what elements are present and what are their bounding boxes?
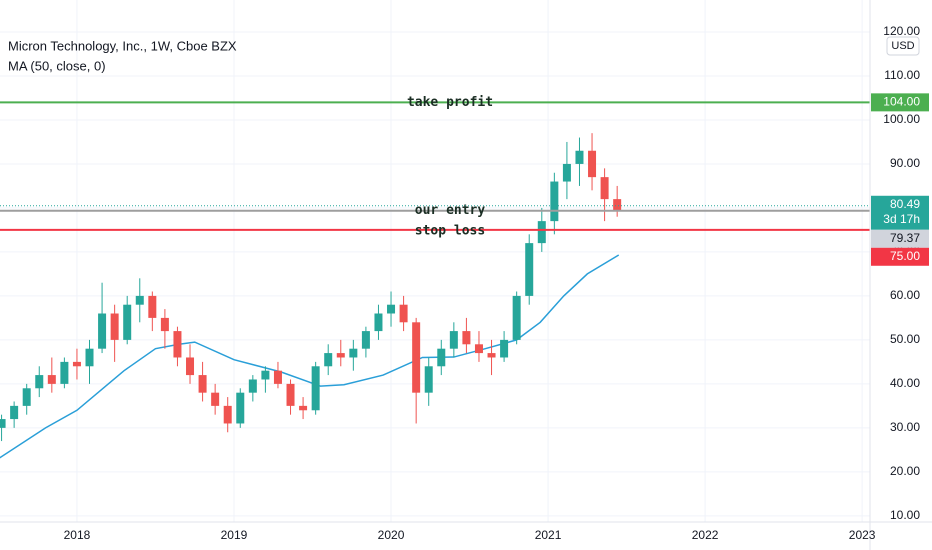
candle-body xyxy=(0,419,6,428)
candle-body xyxy=(562,163,571,182)
level-label: stop loss xyxy=(415,223,485,238)
candle-body xyxy=(575,150,584,164)
price-box xyxy=(871,247,929,266)
plot: take profit our entry stop loss xyxy=(0,95,870,459)
x-tick-label: 2022 xyxy=(692,528,719,542)
moving-average xyxy=(0,254,620,459)
candle-body xyxy=(261,370,270,380)
x-tick-label: 2023 xyxy=(849,528,876,542)
candle-body xyxy=(35,375,44,389)
candle-body xyxy=(512,295,521,340)
candle-body xyxy=(211,392,220,406)
candle-body xyxy=(361,331,370,349)
candle-body xyxy=(600,177,609,200)
candle-body xyxy=(613,199,622,211)
candle-body xyxy=(198,375,207,393)
candle-body xyxy=(186,357,195,376)
candle-body xyxy=(236,392,245,424)
x-tick-label: 2019 xyxy=(221,528,248,542)
candle-body xyxy=(72,361,81,367)
indicator-legend: MA (50, close, 0) xyxy=(8,58,106,73)
grid xyxy=(0,0,870,522)
candle-body xyxy=(311,366,320,411)
candle-body xyxy=(299,405,308,411)
candle-body xyxy=(60,361,69,384)
y-tick-label: 40.00 xyxy=(890,376,920,390)
last-price-label: 80.49 xyxy=(890,197,920,211)
candle-body xyxy=(47,375,56,384)
x-tick-label: 2020 xyxy=(378,528,405,542)
candle-body xyxy=(98,313,107,349)
candle-body xyxy=(550,181,559,222)
candle-body xyxy=(10,405,19,420)
candle-body xyxy=(324,353,333,367)
x-tick-label: 2021 xyxy=(535,528,562,542)
candle-body xyxy=(160,317,169,332)
level-label: our entry xyxy=(415,203,486,218)
candle-body xyxy=(437,348,446,367)
y-tick-label: 20.00 xyxy=(890,464,920,478)
candle-body xyxy=(424,366,433,393)
candle-body xyxy=(462,331,471,345)
candle-body xyxy=(85,348,94,367)
candle-body xyxy=(449,331,458,349)
candle-body xyxy=(349,348,358,358)
candle-body xyxy=(223,405,232,424)
candle-body xyxy=(336,353,345,358)
candle-body xyxy=(248,379,257,393)
candle-body xyxy=(374,313,383,332)
axes: 10.0020.0030.0040.0050.0060.0070.0080.00… xyxy=(64,24,929,542)
currency-box[interactable] xyxy=(886,36,920,56)
currency: USD xyxy=(891,40,914,52)
x-tick-label: 2018 xyxy=(64,528,91,542)
level-label: take profit xyxy=(407,95,493,110)
y-tick-label: 50.00 xyxy=(890,332,920,346)
candle-body xyxy=(110,313,119,340)
candle-body xyxy=(173,331,182,358)
candle-body xyxy=(588,150,597,178)
price-box-label: 79.37 xyxy=(890,231,920,245)
candle-body xyxy=(525,243,534,296)
y-tick-label: 100.00 xyxy=(883,112,920,126)
candle-body xyxy=(487,353,496,358)
candle-body xyxy=(500,339,509,358)
y-tick-label: 120.00 xyxy=(883,24,920,38)
y-tick-label: 10.00 xyxy=(890,508,920,522)
countdown: 3d 17h xyxy=(883,212,920,226)
candle-body xyxy=(135,295,144,305)
candle-body xyxy=(286,383,295,406)
candle-body xyxy=(412,322,421,393)
y-tick-label: 110.00 xyxy=(884,68,920,82)
chart-title: Micron Technology, Inc., 1W, Cboe BZX xyxy=(8,38,237,53)
price-box-label: 104.00 xyxy=(883,95,920,109)
candle-body xyxy=(474,344,483,354)
candle-body xyxy=(273,370,282,384)
candle-body xyxy=(387,304,396,314)
candle-body xyxy=(399,304,408,323)
price-box xyxy=(871,93,929,112)
price-box xyxy=(871,229,929,248)
candle-body xyxy=(22,388,31,406)
y-tick-label: 90.00 xyxy=(890,156,920,170)
y-tick-label: 60.00 xyxy=(890,288,920,302)
price-box-label: 75.00 xyxy=(890,249,920,263)
candle-body xyxy=(123,304,132,340)
y-tick-label: 30.00 xyxy=(890,420,920,434)
candle-body xyxy=(148,295,157,318)
candle-body xyxy=(537,221,546,244)
last-price-box xyxy=(871,195,929,230)
